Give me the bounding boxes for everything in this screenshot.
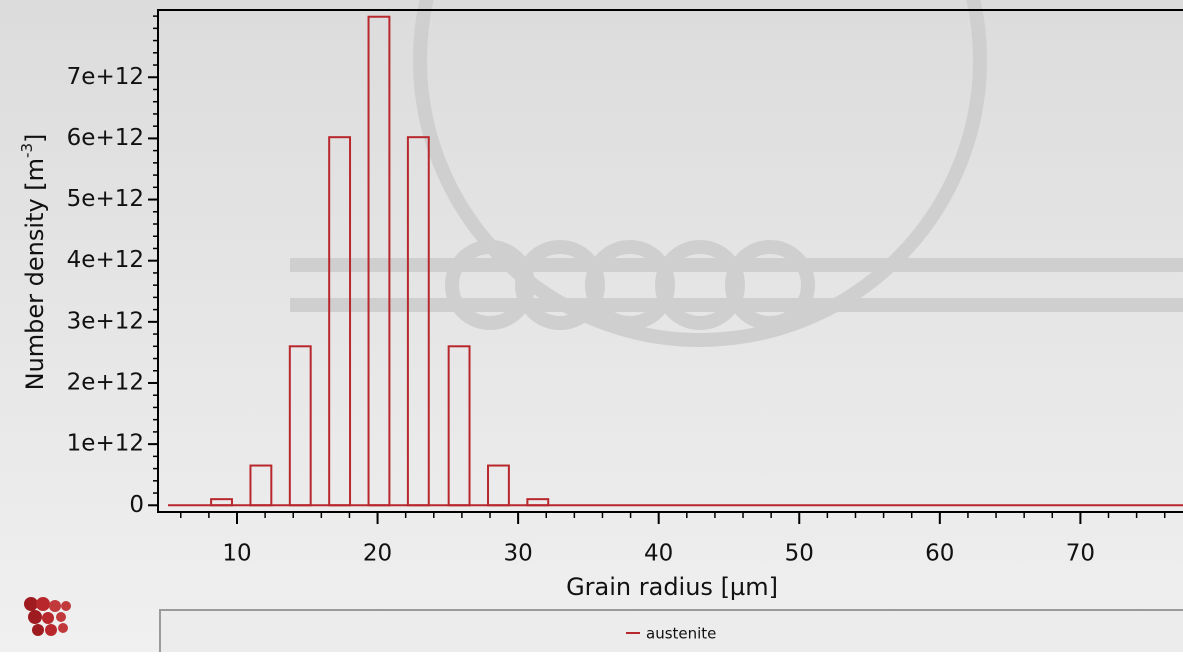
bar bbox=[249, 464, 273, 507]
y-axis-label: Number density [m-3] bbox=[18, 134, 50, 391]
y-tick-label: 7e+12 bbox=[67, 64, 144, 90]
y-tick-label: 4e+12 bbox=[67, 247, 144, 273]
y-label-superscript: -3 bbox=[18, 143, 36, 158]
y-tick-label: 3e+12 bbox=[67, 308, 144, 334]
bar bbox=[447, 345, 471, 507]
bar bbox=[367, 15, 391, 507]
logo bbox=[24, 597, 71, 636]
x-tick-label: 20 bbox=[363, 541, 392, 567]
y-tick-label: 2e+12 bbox=[67, 369, 144, 395]
y-tick-label: 6e+12 bbox=[67, 125, 144, 151]
bar bbox=[210, 498, 233, 507]
watermark bbox=[290, 0, 1183, 347]
x-tick-label: 10 bbox=[222, 541, 251, 567]
bar bbox=[288, 345, 312, 507]
x-tick-label: 60 bbox=[925, 541, 954, 567]
bar bbox=[328, 136, 352, 507]
y-label-suffix: ] bbox=[21, 134, 49, 143]
bar bbox=[487, 464, 510, 507]
y-label-text: Number density [m bbox=[21, 158, 49, 390]
bar bbox=[526, 498, 550, 507]
y-tick-label: 0 bbox=[129, 492, 144, 518]
y-tick-label: 1e+12 bbox=[67, 431, 144, 457]
x-tick-label: 40 bbox=[644, 541, 673, 567]
x-tick-label: 30 bbox=[503, 541, 532, 567]
y-tick-label: 5e+12 bbox=[67, 186, 144, 212]
bar bbox=[406, 136, 430, 507]
x-axis-label: Grain radius [µm] bbox=[566, 573, 778, 601]
legend-label: austenite bbox=[646, 625, 716, 643]
x-tick-label: 50 bbox=[785, 541, 814, 567]
x-tick-label: 70 bbox=[1066, 541, 1095, 567]
